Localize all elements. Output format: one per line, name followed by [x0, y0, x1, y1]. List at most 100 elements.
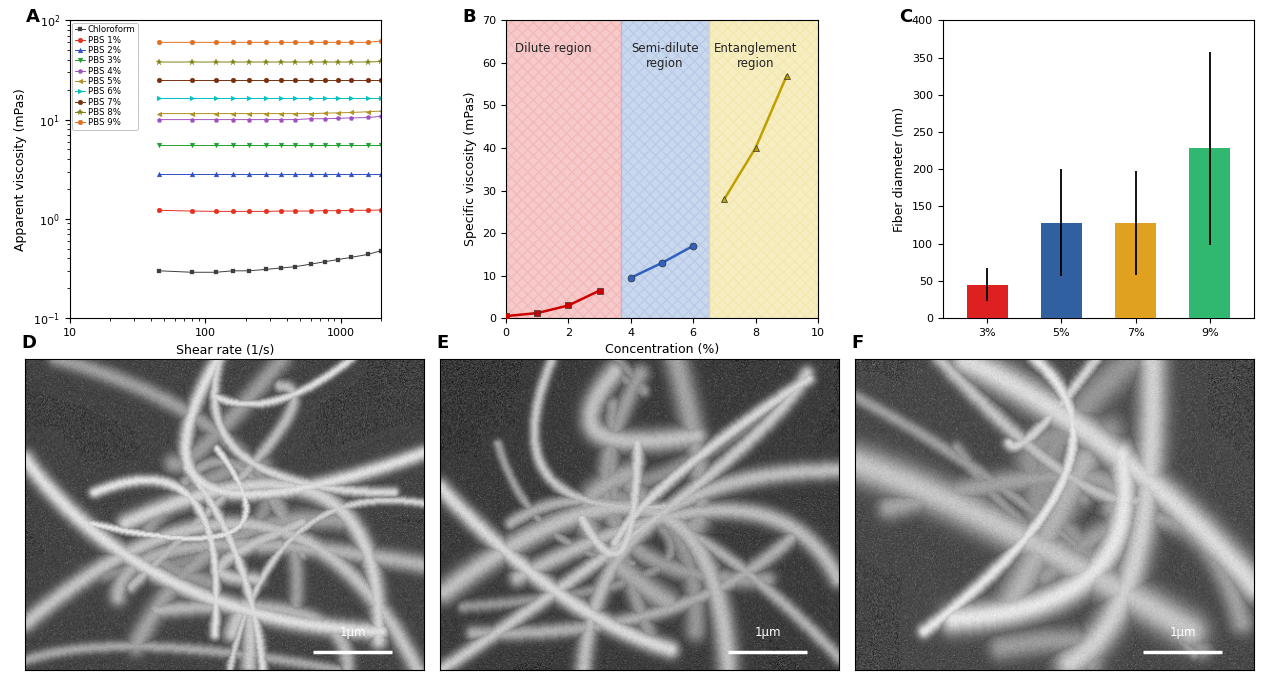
- PBS 7%: [241, 76, 256, 84]
- PBS 5%: [152, 110, 167, 118]
- PBS 2%: [343, 171, 359, 179]
- PBS 8%: [303, 58, 318, 66]
- PBS 1%: [152, 206, 167, 215]
- Chloroform: [374, 246, 389, 255]
- Chloroform: [272, 264, 288, 272]
- Chloroform: [361, 250, 376, 259]
- PBS 4%: [258, 116, 274, 124]
- Text: B: B: [462, 8, 476, 26]
- PBS 6%: [226, 94, 241, 102]
- PBS 7%: [272, 76, 288, 84]
- Line: PBS 8%: PBS 8%: [156, 58, 385, 66]
- PBS 2%: [208, 171, 223, 179]
- PBS 5%: [343, 108, 359, 116]
- PBS 3%: [258, 141, 274, 150]
- PBS 2%: [226, 171, 241, 179]
- PBS 3%: [331, 141, 346, 150]
- PBS 2%: [272, 171, 288, 179]
- PBS 9%: [258, 39, 274, 47]
- Text: Entanglement
region: Entanglement region: [713, 41, 797, 70]
- PBS 4%: [208, 116, 223, 124]
- PBS 3%: [208, 141, 223, 150]
- Line: PBS 6%: PBS 6%: [157, 95, 384, 100]
- PBS 4%: [303, 114, 318, 123]
- PBS 6%: [241, 94, 256, 102]
- PBS 1%: [226, 207, 241, 215]
- PBS 5%: [258, 110, 274, 118]
- PBS 3%: [241, 141, 256, 150]
- PBS 7%: [303, 76, 318, 84]
- PBS 6%: [303, 94, 318, 102]
- PBS 5%: [317, 109, 332, 117]
- PBS 4%: [152, 116, 167, 124]
- PBS 6%: [361, 94, 376, 102]
- PBS 9%: [303, 39, 318, 47]
- PBS 8%: [288, 58, 303, 66]
- Bar: [506, 20, 622, 318]
- PBS 5%: [374, 107, 389, 115]
- PBS 8%: [208, 58, 223, 66]
- PBS 3%: [272, 141, 288, 150]
- PBS 8%: [272, 58, 288, 66]
- PBS 9%: [343, 39, 359, 47]
- PBS 8%: [152, 58, 167, 66]
- PBS 5%: [185, 110, 200, 118]
- Legend: Chloroform, PBS 1%, PBS 2%, PBS 3%, PBS 4%, PBS 5%, PBS 6%, PBS 7%, PBS 8%, PBS : Chloroform, PBS 1%, PBS 2%, PBS 3%, PBS …: [72, 23, 138, 130]
- PBS 2%: [361, 171, 376, 179]
- PBS 8%: [374, 58, 389, 66]
- PBS 3%: [185, 141, 200, 150]
- Chloroform: [258, 265, 274, 274]
- Text: Dilute region: Dilute region: [514, 41, 592, 55]
- Bar: [622, 20, 708, 318]
- Bar: [622, 20, 708, 318]
- PBS 9%: [374, 37, 389, 45]
- PBS 9%: [208, 39, 223, 47]
- PBS 5%: [361, 108, 376, 116]
- PBS 9%: [241, 39, 256, 47]
- PBS 8%: [258, 58, 274, 66]
- PBS 3%: [343, 141, 359, 150]
- PBS 9%: [226, 39, 241, 47]
- Chloroform: [317, 258, 332, 266]
- PBS 4%: [331, 114, 346, 123]
- PBS 9%: [331, 39, 346, 47]
- X-axis label: Shear rate (1/s): Shear rate (1/s): [176, 343, 275, 357]
- PBS 4%: [226, 116, 241, 124]
- Bar: [708, 20, 818, 318]
- PBS 1%: [272, 207, 288, 215]
- PBS 3%: [317, 141, 332, 150]
- Line: PBS 1%: PBS 1%: [157, 208, 384, 214]
- PBS 1%: [185, 207, 200, 215]
- Line: PBS 9%: PBS 9%: [157, 39, 384, 45]
- PBS 9%: [272, 39, 288, 47]
- PBS 6%: [185, 94, 200, 102]
- Text: C: C: [900, 8, 912, 26]
- Chloroform: [241, 267, 256, 275]
- Y-axis label: Specific viscosity (mPas): Specific viscosity (mPas): [464, 92, 476, 246]
- PBS 5%: [303, 110, 318, 118]
- PBS 5%: [272, 110, 288, 118]
- Chloroform: [185, 268, 200, 276]
- PBS 6%: [152, 94, 167, 102]
- PBS 5%: [331, 109, 346, 117]
- PBS 3%: [303, 141, 318, 150]
- PBS 2%: [288, 171, 303, 179]
- Text: A: A: [27, 8, 41, 26]
- PBS 8%: [343, 58, 359, 66]
- PBS 4%: [185, 116, 200, 124]
- PBS 7%: [317, 76, 332, 84]
- PBS 4%: [288, 116, 303, 124]
- Text: F: F: [851, 334, 864, 352]
- Text: D: D: [22, 334, 37, 352]
- Line: Chloroform: Chloroform: [157, 248, 384, 275]
- PBS 7%: [208, 76, 223, 84]
- PBS 8%: [226, 58, 241, 66]
- PBS 9%: [288, 39, 303, 47]
- PBS 6%: [343, 94, 359, 102]
- PBS 7%: [331, 76, 346, 84]
- PBS 5%: [226, 110, 241, 118]
- Bar: [1041, 223, 1082, 318]
- Y-axis label: Fiber diameter (nm): Fiber diameter (nm): [893, 107, 906, 232]
- PBS 7%: [288, 76, 303, 84]
- PBS 7%: [361, 76, 376, 84]
